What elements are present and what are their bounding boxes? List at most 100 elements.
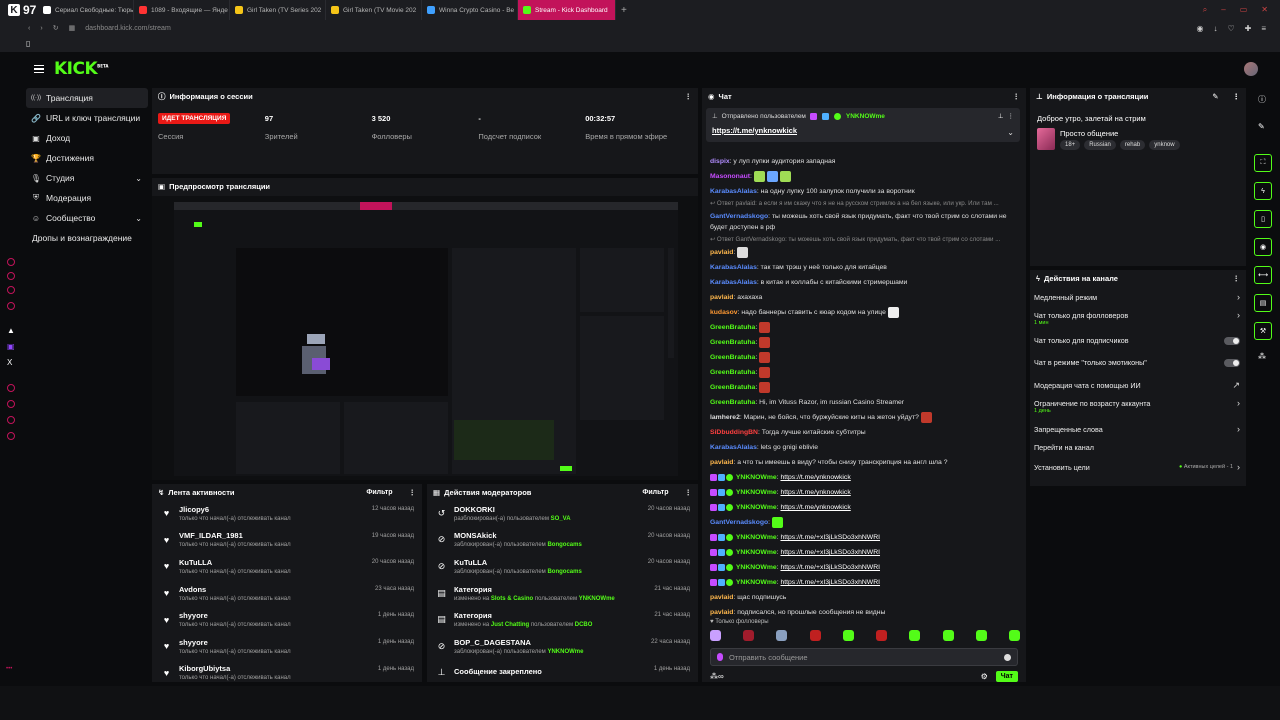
moderation-moderator[interactable]: DCBO	[574, 622, 593, 629]
reload-icon[interactable]: ↻	[52, 25, 59, 32]
more-options-icon[interactable]: ⋮	[408, 487, 417, 497]
more-options-icon[interactable]: ⋮	[1232, 273, 1241, 283]
quick-action-button[interactable]: ◉	[1254, 238, 1272, 256]
chat-username[interactable]: YNKNOWme	[735, 474, 777, 481]
grid-icon[interactable]: ▦	[68, 25, 76, 32]
moderation-row[interactable]: ▤ Категория изменено на Slots & Casino пол…	[427, 580, 698, 607]
activity-row[interactable]: ♥ shyyore только что начал(-а) отслеживать…	[152, 606, 422, 633]
chat-username[interactable]: KarabasAlalas	[710, 188, 757, 195]
chevron-right-icon[interactable]: ›	[1237, 310, 1240, 320]
chat-link[interactable]: https://t.me/ynknowkick	[780, 489, 851, 496]
nav-item-6[interactable]: ⛨ Модерация	[22, 188, 148, 208]
browser-tab[interactable]: Сериал Свободные: Тюрь	[38, 0, 134, 20]
chat-username[interactable]: YNKNOWme	[735, 564, 777, 571]
moderation-value[interactable]: YNKNOWme	[547, 648, 584, 655]
edit-icon[interactable]: ✎	[1212, 91, 1219, 101]
chevron-down-icon[interactable]: ⌄	[135, 213, 142, 223]
chat-link[interactable]: https://t.me/ynknowkick	[780, 504, 851, 511]
nav-item-3[interactable]: ▣ Доход	[22, 128, 148, 148]
browser-tab[interactable]: Stream - Kick Dashboard	[518, 0, 616, 20]
moderation-target[interactable]: Категория	[454, 584, 492, 594]
emote-icon[interactable]	[909, 630, 921, 641]
moderation-value[interactable]: Slots & Casino	[490, 595, 534, 602]
chat-username[interactable]: Masononaut	[710, 173, 751, 180]
emoji-icon[interactable]	[1004, 653, 1011, 661]
sidebar-app-icon[interactable]	[7, 286, 15, 294]
activity-row[interactable]: ♥ shyyore только что начал(-а) отслеживать…	[152, 633, 422, 660]
extensions-icon[interactable]: ✚	[1244, 23, 1252, 33]
moderation-target[interactable]: MONSAkick	[454, 531, 497, 541]
channel-action-item[interactable]: Перейти на канал	[1034, 443, 1240, 452]
quick-action-button[interactable]: ▯	[1254, 210, 1272, 228]
nav-item-7[interactable]: ☺ Сообщество ⌄	[22, 208, 148, 228]
chat-username[interactable]: YNKNOWme	[735, 579, 777, 586]
emote-icon[interactable]	[776, 630, 788, 641]
chat-username[interactable]: KarabasAlalas	[710, 444, 757, 451]
moderation-target[interactable]: KuTuLLA	[454, 557, 488, 567]
back-icon[interactable]: ‹	[28, 24, 31, 32]
nav-item-8[interactable]: Дропы и вознаграждение	[22, 228, 148, 248]
sidebar-app-icon[interactable]: ▲	[7, 326, 15, 335]
chat-username[interactable]: pavlaid	[710, 609, 734, 616]
quick-action-button[interactable]: ⚒	[1254, 322, 1272, 340]
twitch-icon[interactable]: ▣	[7, 342, 15, 351]
external-link-icon[interactable]: ↗	[1232, 380, 1240, 390]
menu-icon[interactable]: ≡	[1261, 23, 1266, 33]
chat-username[interactable]: GantVernadskogo	[710, 519, 769, 526]
emote-icon[interactable]	[876, 630, 888, 641]
browser-tab[interactable]: Girl Taken (TV Movie 202	[326, 0, 422, 20]
chat-username[interactable]: KarabasAlalas	[710, 264, 757, 271]
chat-link[interactable]: https://t.me/ynknowkick	[780, 474, 851, 481]
chevron-down-icon[interactable]: ⌄	[1007, 128, 1014, 137]
nav-item-5[interactable]: 🎙 Студия ⌄	[22, 168, 148, 188]
activity-user[interactable]: shyyore	[179, 637, 208, 647]
activity-row[interactable]: ♥ Jlicopy6 только что начал(-а) отслеживат…	[152, 500, 422, 527]
chat-username[interactable]: GreenBratuha	[710, 354, 756, 361]
edit-icon[interactable]: ✎	[1258, 122, 1265, 131]
channel-action-item[interactable]: Чат только для подписчиков	[1034, 336, 1240, 345]
emote-icon[interactable]	[942, 630, 954, 641]
nav-item-2[interactable]: 🔗 URL и ключ трансляции	[22, 108, 148, 128]
stream-tag[interactable]: Russian	[1084, 140, 1116, 150]
chat-link[interactable]: https://t.me/+xI3jLkSDo3xhNWRI	[780, 534, 881, 541]
more-options-icon[interactable]: ⋮	[1007, 113, 1015, 120]
moderation-row[interactable]: ↺ DOKKORKI разблокирован(-а) пользователем…	[427, 500, 698, 527]
stream-preview-video[interactable]	[152, 196, 698, 480]
camera-icon[interactable]: ◉	[1196, 23, 1204, 33]
moderation-moderator[interactable]: YNKNOWme	[578, 595, 615, 602]
activity-row[interactable]: ♥ KuTuLLA только что начал(-а) отслеживать…	[152, 553, 422, 580]
moderation-value[interactable]: Bongocams	[547, 568, 582, 575]
send-button[interactable]: Чат	[995, 670, 1018, 682]
chat-username[interactable]: lamhere2	[710, 414, 740, 421]
kick-logo[interactable]: KICKBETA	[54, 59, 109, 79]
moderation-target[interactable]: BOP_C_DAGESTANA	[454, 637, 531, 647]
activity-user[interactable]: VMF_ILDAR_1981	[179, 531, 243, 541]
sidebar-app-icon[interactable]	[7, 400, 15, 408]
more-options-icon[interactable]: ⋮	[684, 487, 693, 497]
close-icon[interactable]: ✕	[1261, 5, 1268, 14]
channel-action-item[interactable]: Ограничение по возрасту аккаунта 1 день ›	[1034, 398, 1240, 414]
activity-user[interactable]: KiborgUbiytsa	[179, 664, 231, 674]
moderation-row[interactable]: ⊘ KuTuLLA заблокирован(-а) пользователем B…	[427, 553, 698, 580]
search-icon[interactable]: ⌕	[1202, 5, 1208, 14]
chevron-down-icon[interactable]: ⌄	[135, 173, 142, 183]
emote-icon[interactable]	[809, 630, 821, 641]
pinned-user[interactable]: YNKNOWme	[845, 112, 885, 120]
gear-icon[interactable]: ⚙	[980, 671, 988, 681]
chat-reply-preview[interactable]: ↩ Ответ pavlaid: а если я им скажу что я…	[710, 199, 1022, 209]
moderation-value[interactable]: SO_VA	[550, 515, 571, 522]
more-options-icon[interactable]: ⋮	[1232, 91, 1241, 101]
channel-action-item[interactable]: Запрещенные слова ›	[1034, 424, 1240, 434]
stream-tag[interactable]: 18+	[1060, 140, 1081, 150]
quick-action-button[interactable]: ▤	[1254, 294, 1272, 312]
minimize-icon[interactable]: –	[1221, 5, 1226, 14]
channel-action-item[interactable]: Медленный режим ›	[1034, 292, 1240, 302]
menu-icon[interactable]	[34, 64, 44, 74]
chat-link[interactable]: https://t.me/+xI3jLkSDo3xhNWRI	[780, 549, 881, 556]
chat-username[interactable]: GantVernadskogo	[710, 213, 769, 220]
emote-icon[interactable]	[743, 630, 755, 641]
download-icon[interactable]: ↓	[1213, 23, 1218, 33]
toggle-switch[interactable]	[1224, 358, 1240, 367]
avatar[interactable]	[1244, 62, 1258, 76]
channel-action-item[interactable]: Модерация чата с помощью ИИ ↗	[1034, 380, 1240, 391]
